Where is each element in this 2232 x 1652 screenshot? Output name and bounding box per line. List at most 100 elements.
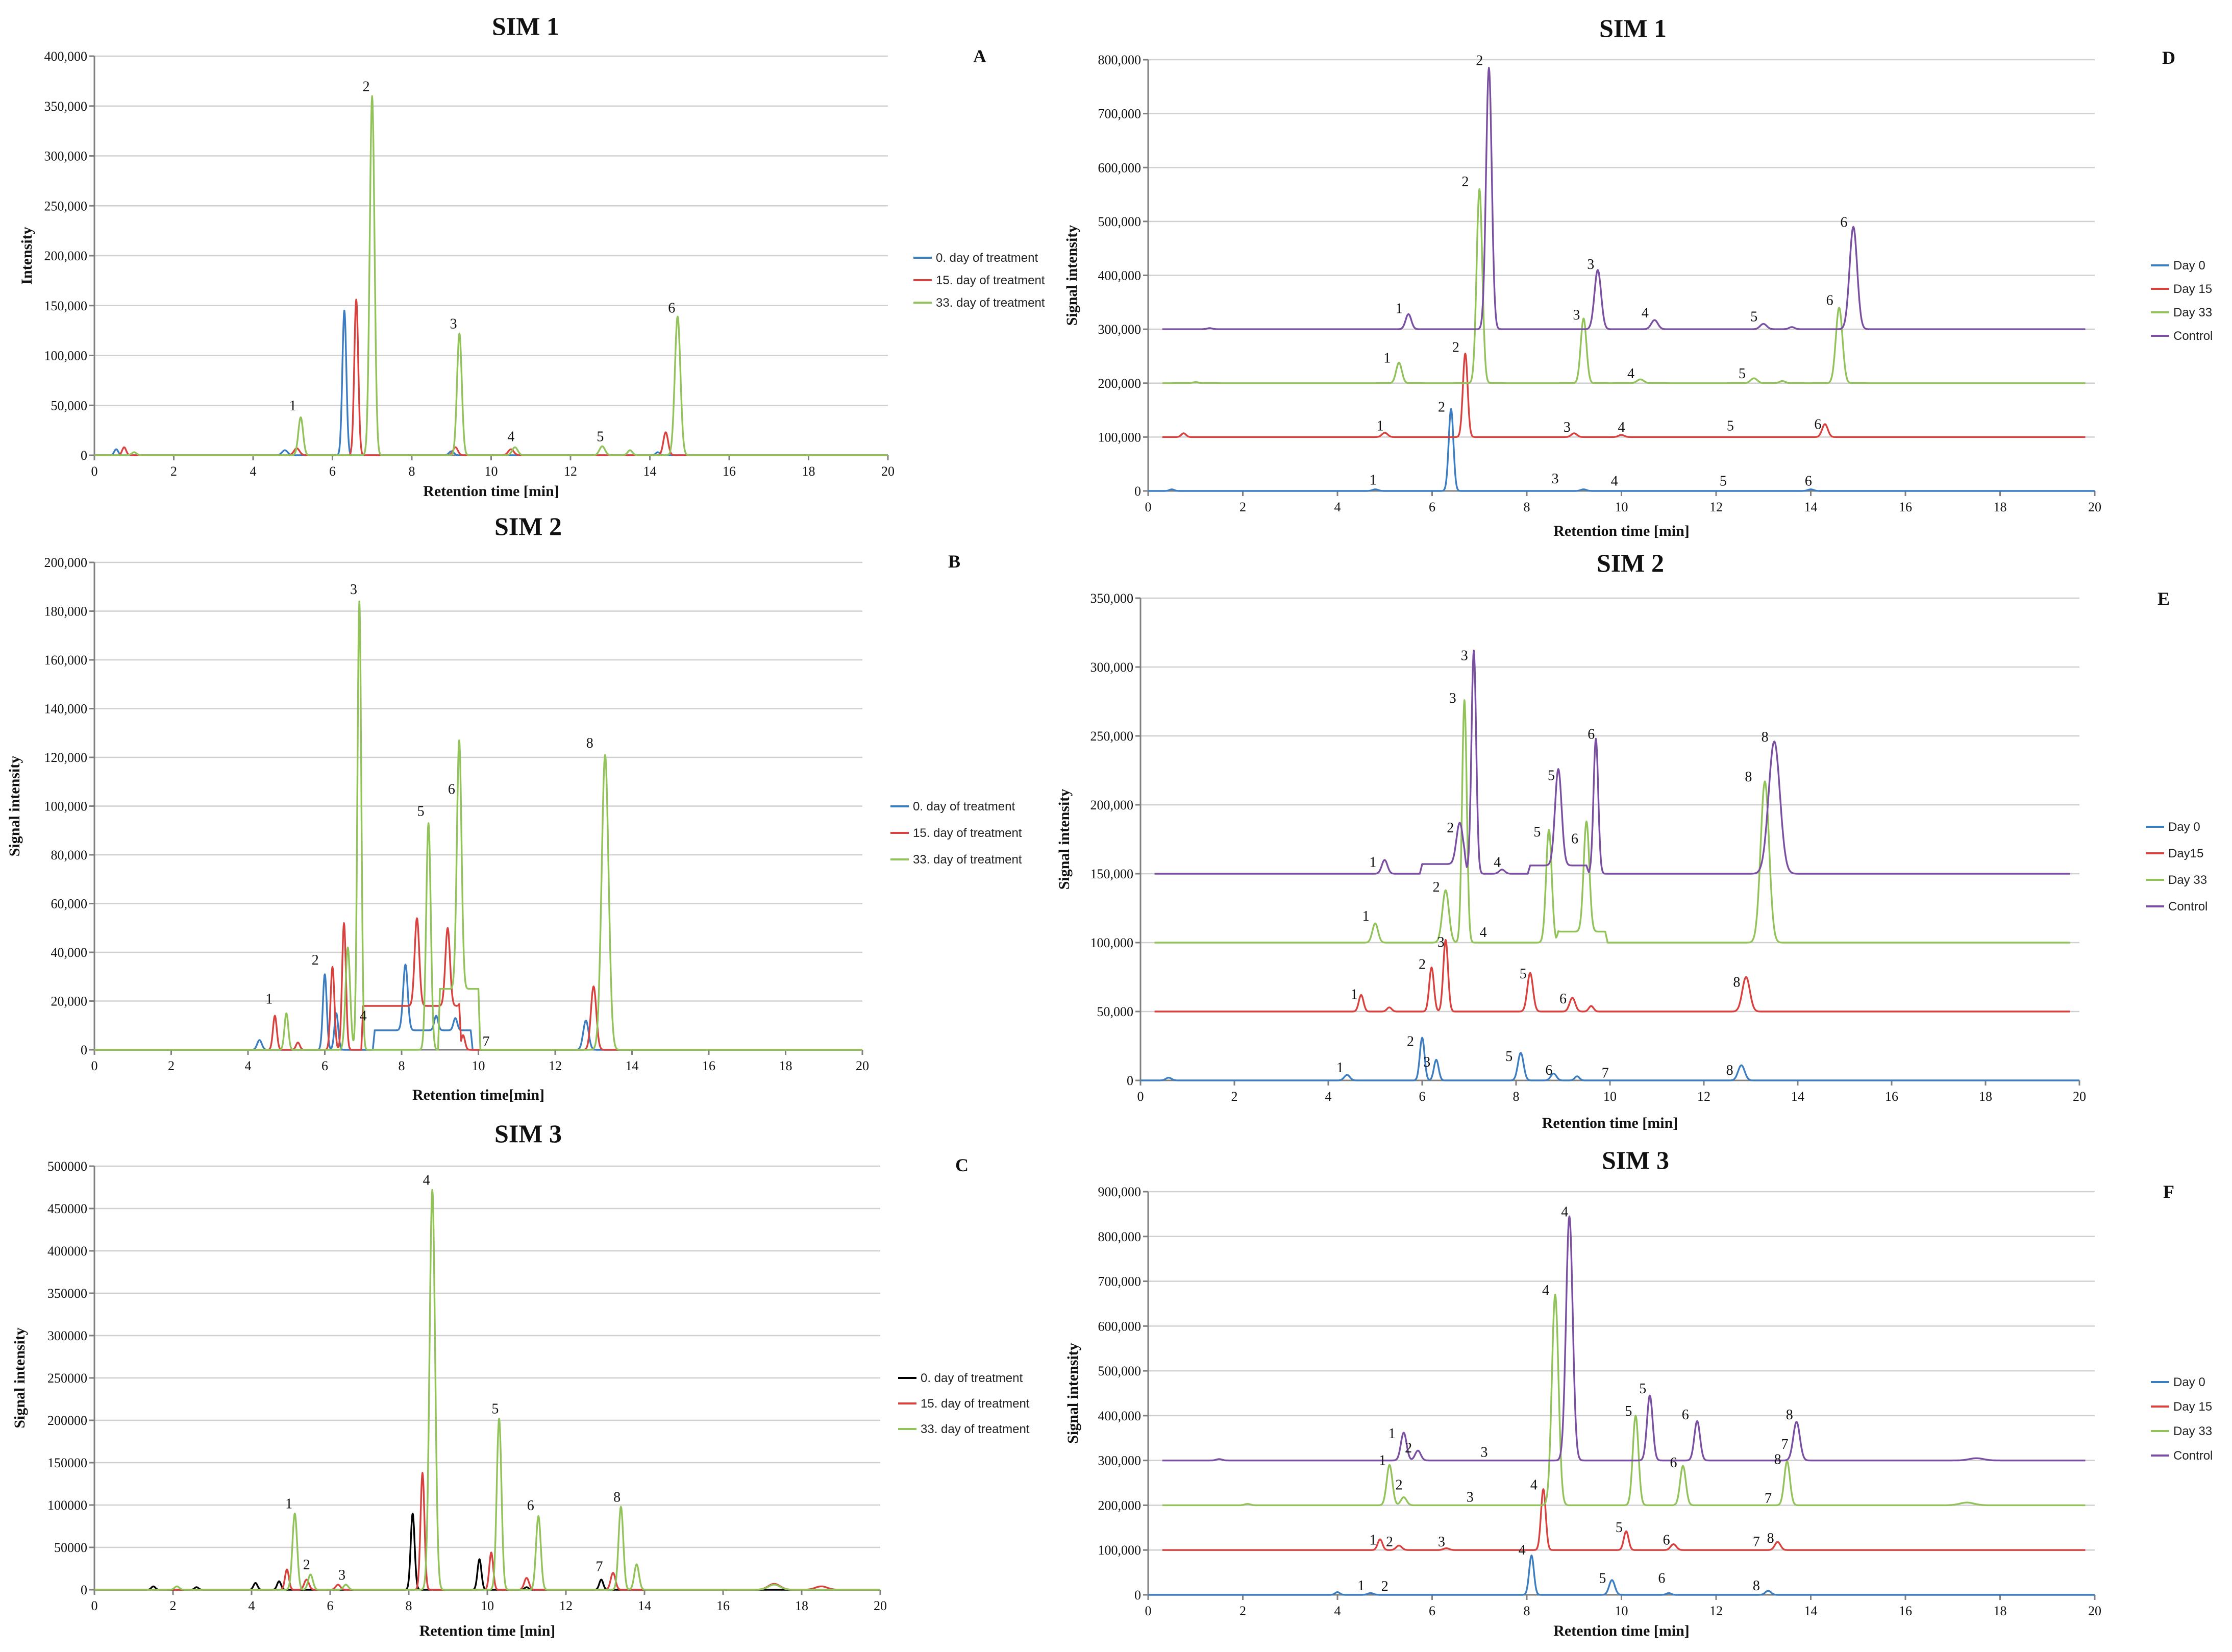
x-tick-label: 12 <box>1709 500 1723 514</box>
peak-label: 1 <box>289 398 296 414</box>
peak-label: 6 <box>1670 1455 1677 1471</box>
legend: 0. day of treatment 15. day of treatment 3… <box>890 800 1022 867</box>
x-axis-label: Retention time [min] <box>1553 1622 1690 1639</box>
y-tick-label: 300,000 <box>1098 1453 1142 1468</box>
peak-label: 3 <box>1449 691 1456 706</box>
panel-b: 0 20,000 40,000 60,000 80,000 100,000 120,000 1… <box>6 512 1022 1103</box>
trace-control <box>1154 649 2071 875</box>
x-tick-label: 6 <box>321 1058 328 1073</box>
peak-label: 8 <box>1762 729 1769 745</box>
peak-label: 2 <box>1405 1440 1412 1456</box>
peak-label: 4 <box>1611 473 1618 489</box>
y-tick-label: 200,000 <box>1098 1498 1142 1513</box>
x-tick-label: 16 <box>723 464 736 479</box>
peak-label: 3 <box>1573 307 1580 323</box>
peak-label: 4 <box>507 429 514 445</box>
peak-label: 3 <box>1467 1489 1474 1505</box>
x-tick-label: 20 <box>856 1058 869 1073</box>
peak-label: 5 <box>597 429 604 445</box>
y-tick-label: 350,000 <box>1090 591 1134 606</box>
x-tick-label: 18 <box>1979 1089 1992 1104</box>
peak-label: 8 <box>1733 974 1740 990</box>
trace-control <box>1162 67 2086 330</box>
panel-letter: A <box>973 46 986 66</box>
y-tick-label: 300,000 <box>1090 660 1134 675</box>
trace-day-0 <box>1148 1555 2095 1596</box>
x-tick-label: 20 <box>881 464 895 479</box>
peak-label: 1 <box>1383 351 1391 366</box>
panel-letter: D <box>2162 47 2175 68</box>
y-tick-label: 100,000 <box>1098 430 1142 445</box>
x-tick-label: 18 <box>802 464 815 479</box>
y-tick-label: 900,000 <box>1098 1185 1142 1199</box>
trace-day-0 <box>1140 1037 2080 1081</box>
x-tick-label: 20 <box>2088 500 2101 514</box>
y-axis-label: Signal intensity <box>1056 789 1073 890</box>
y-tick-label: 300000 <box>47 1328 87 1343</box>
peak-label: 6 <box>1658 1570 1665 1586</box>
y-tick-label: 350000 <box>47 1286 87 1301</box>
legend-entry: Day 33 <box>2168 873 2207 887</box>
panel-title: SIM 3 <box>1602 1146 1669 1174</box>
x-tick-label: 20 <box>874 1598 887 1613</box>
y-tick-label: 120,000 <box>44 750 88 765</box>
peak-label: 1 <box>1388 1426 1396 1442</box>
y-tick-label: 50,000 <box>1097 1004 1134 1019</box>
peak-label: 5 <box>1505 1049 1512 1065</box>
peak-label: 1 <box>1336 1060 1344 1076</box>
peak-label: 8 <box>613 1489 621 1505</box>
y-tick-label: 50,000 <box>51 398 88 413</box>
legend-entry: Day 0 <box>2173 1375 2205 1389</box>
legend-entry: 33. day of treatment <box>921 1422 1030 1436</box>
x-tick-label: 0 <box>1145 1604 1152 1618</box>
peak-label: 1 <box>1370 472 1377 488</box>
peak-label: 4 <box>1494 855 1501 871</box>
peak-label: 1 <box>1362 908 1370 924</box>
peak-label: 5 <box>1727 418 1734 434</box>
panel-title: SIM 2 <box>494 512 562 540</box>
x-tick-label: 18 <box>1994 1604 2007 1618</box>
trace-33-day-of-treatment <box>94 600 863 1051</box>
peak-label: 2 <box>1447 820 1454 836</box>
legend: Day 0 Day15 Day 33 Control <box>2146 820 2208 914</box>
trace-day-15 <box>1162 1488 2086 1551</box>
y-axis-label: Signal intensity <box>6 756 23 857</box>
peak-label: 6 <box>1805 473 1812 489</box>
x-axis-label: Retention time [min] <box>423 483 559 500</box>
y-tick-label: 0 <box>81 1043 87 1057</box>
x-tick-label: 6 <box>1419 1089 1426 1104</box>
x-axis-label: Retention time[min] <box>412 1087 544 1103</box>
peak-label: 2 <box>1461 174 1469 190</box>
x-tick-label: 12 <box>1709 1604 1723 1618</box>
y-tick-label: 400,000 <box>1098 1409 1142 1423</box>
peak-label: 1 <box>1351 987 1358 1003</box>
peak-label: 6 <box>527 1498 534 1514</box>
peak-label: 6 <box>1571 831 1578 847</box>
peak-label: 1 <box>1396 301 1403 316</box>
x-tick-label: 18 <box>779 1058 792 1073</box>
x-tick-label: 10 <box>481 1598 494 1613</box>
peak-label: 2 <box>1386 1534 1393 1550</box>
x-tick-label: 4 <box>1334 1604 1341 1618</box>
legend-entry: 0. day of treatment <box>913 800 1015 813</box>
x-tick-label: 0 <box>91 464 98 479</box>
y-tick-label: 0 <box>1127 1073 1133 1088</box>
y-tick-label: 100,000 <box>1090 935 1134 950</box>
x-tick-label: 10 <box>1615 1604 1628 1618</box>
y-tick-label: 200,000 <box>44 555 88 570</box>
y-tick-label: 500,000 <box>1098 214 1142 229</box>
peak-label: 2 <box>1438 400 1445 415</box>
panel-letter: C <box>955 1155 969 1175</box>
x-tick-label: 2 <box>1231 1089 1238 1104</box>
x-tick-label: 10 <box>1603 1089 1617 1104</box>
trace-33-day-of-treatment <box>94 95 888 456</box>
peak-label: 4 <box>423 1173 430 1189</box>
x-tick-label: 14 <box>1804 1604 1818 1618</box>
panel-title: SIM 1 <box>1599 14 1667 42</box>
y-tick-label: 350,000 <box>44 99 88 114</box>
x-tick-label: 16 <box>716 1598 730 1613</box>
x-tick-label: 2 <box>170 1598 177 1613</box>
legend-entry: 15. day of treatment <box>913 826 1022 840</box>
y-tick-label: 100,000 <box>44 799 88 814</box>
peak-label: 6 <box>1826 293 1833 309</box>
